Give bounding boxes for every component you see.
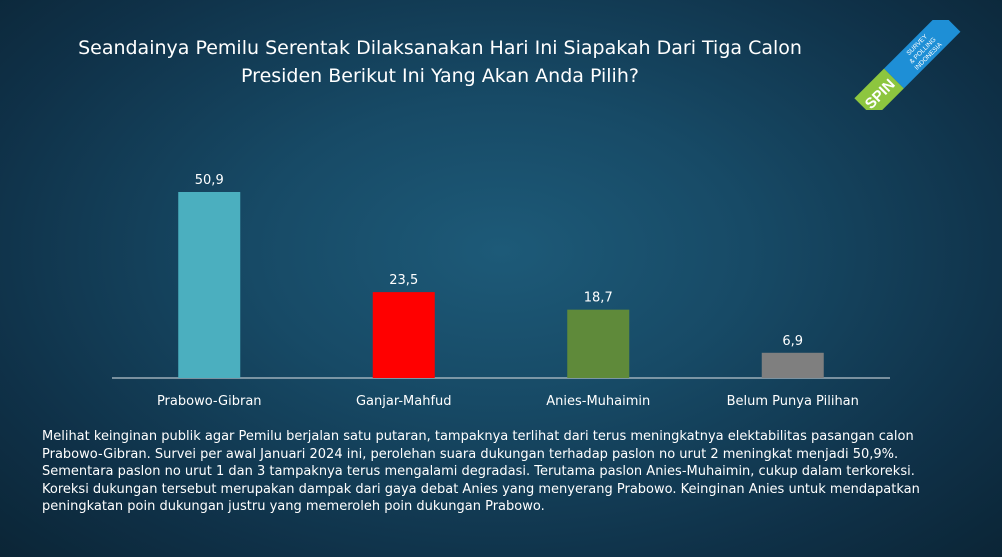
bar-value-label: 23,5 [389,273,418,288]
bar-belum-punya-pilihan [761,352,824,378]
bar-ganjar-mahfud [372,292,435,378]
spin-logo: SPIN SURVEY & POLLING INDONESIA [854,20,961,110]
bar-anies-muhaimin [567,309,630,378]
bar-value-label: 6,9 [782,334,803,349]
chart-title-line-2: Presiden Berikut Ini Yang Akan Anda Pili… [241,65,639,87]
logo-green-block [854,68,904,110]
description-text: Melihat keinginan publik agar Pemilu ber… [42,429,920,514]
bar-prabowo-gibran [178,192,241,378]
bar-value-label: 18,7 [584,291,613,306]
x-tick-label: Ganjar-Mahfud [356,394,452,409]
x-tick-label: Belum Punya Pilihan [727,394,859,409]
logo-blue-block [884,20,961,89]
x-tick-label: Anies-Muhaimin [546,394,650,409]
bar-chart: 50,9 Prabowo-Gibran 23,5 Ganjar-Mahfud 18,7 A… [112,173,890,409]
chart-title-line-1: Seandainya Pemilu Serentak Dilaksanakan … [78,37,802,59]
chart-title: Seandainya Pemilu Serentak Dilaksanakan … [40,34,840,90]
x-tick-label: Prabowo-Gibran [157,394,262,409]
bar-value-label: 50,9 [195,173,224,188]
